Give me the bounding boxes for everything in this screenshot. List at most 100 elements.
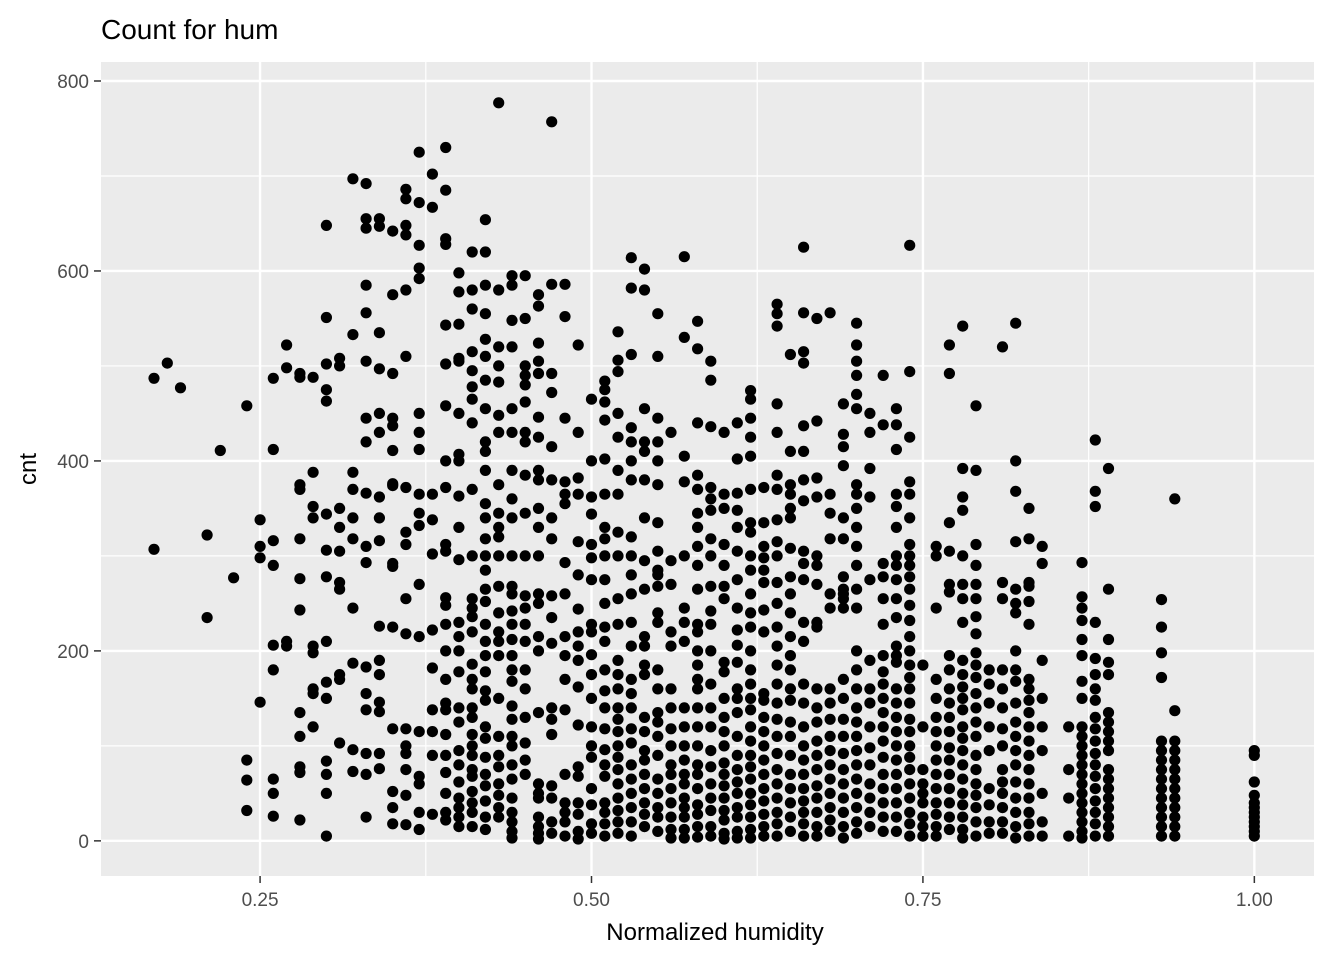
data-point [519,711,531,724]
data-point [890,488,903,500]
data-point [599,770,611,782]
data-point [692,783,704,795]
data-point [652,664,664,676]
data-point [930,711,942,724]
data-point [347,173,359,185]
data-point [784,730,797,743]
data-point [970,830,982,842]
data-point [493,479,505,491]
data-point [705,804,717,817]
data-point [745,621,757,633]
data-point [904,631,916,643]
data-point [625,688,637,700]
x-tick-label: 1.00 [1236,890,1273,911]
data-point [1023,580,1035,592]
data-point [745,564,757,576]
data-point [267,787,279,800]
data-point [625,550,637,562]
data-point [413,407,425,419]
data-point [970,593,982,605]
data-point [453,821,465,833]
data-point [559,830,571,842]
data-point [1089,806,1101,819]
data-point [1010,317,1022,329]
data-point [771,621,783,633]
data-point [638,659,651,671]
data-point [334,521,346,534]
data-point [824,588,836,600]
data-point [373,706,385,718]
data-point [506,713,518,725]
data-point [1102,830,1115,842]
data-point [546,441,558,453]
data-point [400,350,412,362]
data-point [466,770,478,782]
data-point [692,831,704,843]
data-point [267,535,279,547]
data-point [307,500,319,513]
data-point [983,697,995,709]
data-point [837,832,850,844]
data-point [493,284,505,296]
data-point [1102,633,1115,646]
data-point [811,578,823,591]
chart-title: Count for hum [101,14,278,45]
data-point [585,721,598,733]
data-point [811,830,823,842]
data-point [413,578,425,591]
data-point [798,830,810,842]
data-point [784,716,797,728]
data-point [970,688,982,700]
data-point [373,327,385,339]
data-point [453,521,465,534]
data-point [652,811,664,823]
data-point [559,588,571,600]
data-point [1076,806,1088,819]
data-point [572,569,584,581]
data-point [625,830,637,842]
data-point [824,825,836,838]
data-point [387,818,399,830]
data-point [625,640,637,652]
data-point [983,678,995,690]
data-point [638,640,651,652]
data-point [1010,745,1022,757]
data-point [758,576,770,589]
data-point [665,555,677,567]
data-point [890,640,903,652]
data-point [758,768,770,781]
data-point [731,453,743,465]
data-point [943,768,956,781]
data-point [957,732,969,744]
data-point [877,666,889,678]
data-point [320,219,332,231]
data-point [943,823,956,836]
data-point [731,602,743,614]
data-point [864,407,876,419]
data-point [824,787,836,800]
data-point [320,768,332,781]
data-point [453,716,465,728]
data-point [493,749,505,762]
data-point [572,761,584,773]
data-point [718,757,730,769]
data-point [493,580,505,592]
data-point [479,811,491,823]
data-point [546,713,558,725]
data-point [612,683,624,695]
data-point [718,792,730,804]
data-point [466,821,478,833]
data-point [1089,783,1101,795]
data-point [851,664,863,676]
data-point [758,694,770,706]
data-point [904,671,916,684]
data-point [572,719,584,731]
data-point [400,526,412,538]
data-point [201,612,213,624]
data-point [440,766,452,779]
data-point [652,308,664,320]
data-point [890,697,903,709]
data-point [1155,754,1168,766]
data-point [360,487,372,499]
data-point [692,315,704,327]
